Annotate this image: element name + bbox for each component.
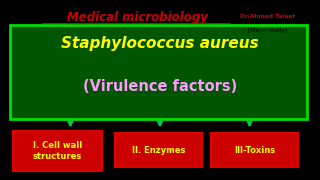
Text: III-Toxins: III-Toxins (234, 146, 275, 155)
Text: [Micro study]: [Micro study] (248, 28, 287, 33)
Text: Staphylococcus aureus: Staphylococcus aureus (61, 36, 259, 51)
Text: I. Cell wall
structures: I. Cell wall structures (33, 141, 82, 161)
FancyBboxPatch shape (211, 133, 298, 167)
Text: II. Enzymes: II. Enzymes (132, 146, 185, 155)
FancyBboxPatch shape (10, 25, 307, 119)
Text: Medical microbiology: Medical microbiology (67, 11, 208, 24)
Text: (Virulence factors): (Virulence factors) (83, 79, 237, 94)
FancyBboxPatch shape (115, 133, 202, 167)
Text: Dr/Ahmed Talaat: Dr/Ahmed Talaat (240, 14, 295, 19)
FancyBboxPatch shape (13, 131, 102, 171)
